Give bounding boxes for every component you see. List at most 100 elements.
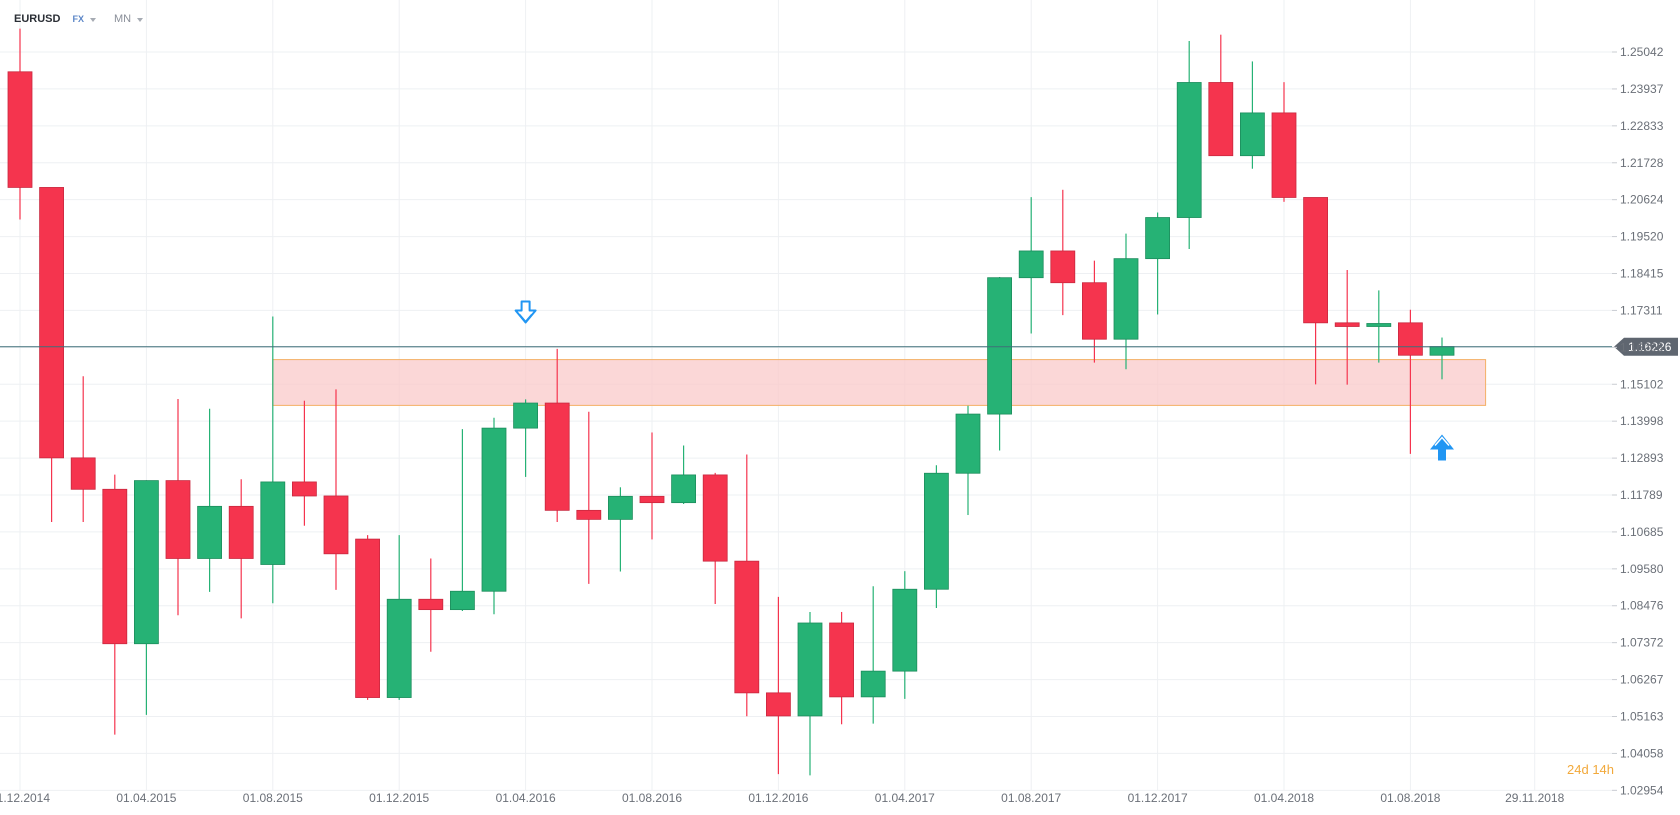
candle-body (702, 474, 728, 562)
candle-body (1050, 250, 1076, 284)
candle (1176, 41, 1202, 249)
current-price-tag: 1.16226 (1614, 337, 1678, 356)
candle (734, 454, 760, 717)
price-tag-shape (1614, 337, 1678, 356)
overlays: 1.16226 (0, 300, 1678, 461)
market-label[interactable]: FX (72, 14, 84, 24)
y-tick-label: 1.06267 (1620, 673, 1664, 687)
candle-body (797, 622, 823, 717)
candle-body (7, 71, 33, 188)
candle-body (197, 505, 223, 559)
candle (165, 399, 191, 616)
candle (133, 480, 159, 715)
candle-body (955, 413, 981, 474)
candle (892, 571, 918, 699)
candle-body (924, 472, 949, 590)
y-tick-label: 1.25042 (1620, 45, 1664, 59)
x-tick-label: 01.12.2016 (748, 791, 808, 805)
candle-body (766, 692, 791, 717)
candle-body (449, 590, 475, 611)
candle (1240, 61, 1265, 169)
x-tick-label: 01.04.2017 (875, 791, 935, 805)
candle (797, 611, 823, 776)
candle (1050, 189, 1076, 316)
price-tag-label: 1.16226 (1628, 340, 1672, 354)
countdown-days: 24d (1567, 762, 1589, 777)
x-tick-label: 01.08.2015 (243, 791, 303, 805)
x-tick-label: 01.12.2014 (0, 791, 50, 805)
candle-body (1303, 197, 1328, 324)
candle-body (39, 187, 64, 459)
candle-body (1208, 82, 1234, 157)
candle (1303, 197, 1328, 385)
candle (1398, 309, 1423, 454)
candle-body (1145, 217, 1170, 260)
candle (1334, 270, 1360, 385)
candle-body (165, 480, 191, 559)
zone-rect (272, 359, 1487, 406)
up-arrow-inner (1434, 436, 1450, 447)
timeframe-label[interactable]: MN (113, 13, 132, 25)
candle (355, 535, 381, 700)
x-tick-label: 01.12.2015 (369, 791, 429, 805)
candle-body (481, 427, 507, 592)
symbol-label[interactable]: EURUSD (14, 13, 61, 25)
candle-body (1334, 322, 1360, 327)
candle (481, 417, 507, 615)
y-tick-label: 1.10685 (1620, 525, 1664, 539)
candle-body (1082, 282, 1107, 340)
up-arrow-shape (1430, 434, 1454, 461)
candle-body (1240, 112, 1265, 157)
up-arrow-icon (1430, 434, 1454, 461)
support-resistance-zone[interactable] (272, 359, 1487, 406)
candle-body (418, 598, 444, 611)
x-tick-label: 01.04.2018 (1254, 791, 1314, 805)
candle (7, 28, 33, 220)
candle (260, 316, 286, 604)
candle (323, 389, 349, 590)
candle (702, 472, 728, 604)
y-tick-label: 1.07372 (1620, 636, 1664, 650)
candle (924, 465, 949, 608)
candle-body (892, 588, 918, 672)
candle (639, 432, 665, 540)
candle-body (1398, 322, 1423, 356)
candle-body (1176, 82, 1202, 218)
x-tick-label: 01.12.2017 (1128, 791, 1188, 805)
y-tick-label: 1.08476 (1620, 599, 1664, 613)
timeframe-dropdown-icon[interactable] (137, 18, 144, 22)
candle-body (355, 538, 381, 698)
down-arrow-shape (514, 300, 537, 324)
candle-body (70, 457, 96, 490)
candle (449, 429, 475, 611)
candle (608, 487, 633, 572)
y-tick-label: 1.16206 (1620, 340, 1664, 354)
x-tick-label: 01.08.2016 (622, 791, 682, 805)
candle-body (608, 495, 633, 520)
x-tick-label: 29.11.2018 (1505, 791, 1564, 805)
y-tick-label: 1.22833 (1620, 119, 1664, 133)
candle-body (734, 560, 760, 694)
y-tick-label: 1.19520 (1620, 230, 1664, 244)
candles (7, 28, 1455, 776)
candle (1113, 233, 1139, 370)
candle-body (639, 495, 665, 504)
candle-body (860, 670, 886, 698)
candle-body (260, 481, 286, 565)
candle-body (386, 598, 412, 698)
candle (829, 611, 854, 725)
y-tick-label: 1.23937 (1620, 82, 1664, 96)
candle (1082, 260, 1107, 363)
candle-body (1271, 112, 1297, 198)
candle (766, 596, 791, 775)
y-tick-label: 1.11789 (1620, 488, 1663, 502)
market-dropdown-icon[interactable] (89, 18, 96, 22)
candle-body (1366, 323, 1392, 327)
candle (955, 405, 981, 516)
candle (860, 586, 886, 724)
y-tick-label: 1.05163 (1620, 709, 1664, 723)
x-tick-label: 01.08.2017 (1001, 791, 1061, 805)
candle-countdown: 24d 14h (1567, 762, 1614, 777)
